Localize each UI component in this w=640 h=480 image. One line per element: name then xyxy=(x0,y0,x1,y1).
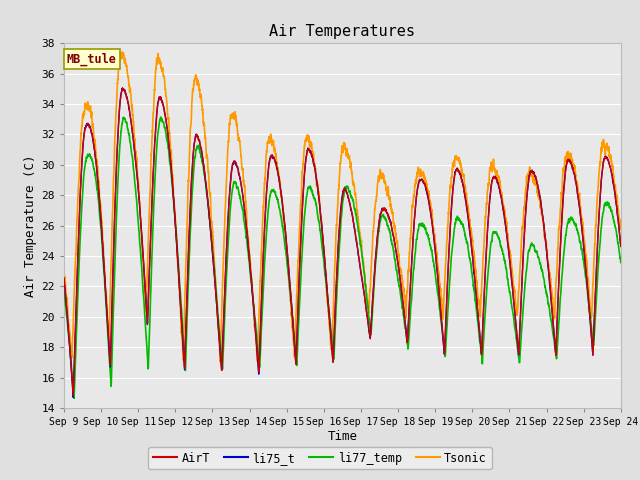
li77_temp xyxy=(161,123,168,129)
AirT xyxy=(436,305,444,311)
li77_temp xyxy=(468,267,476,273)
li77_temp xyxy=(436,314,444,320)
li75_t xyxy=(499,205,507,211)
li75_t xyxy=(468,244,476,250)
Tsonic xyxy=(161,74,168,80)
Tsonic xyxy=(119,49,127,55)
li75_t xyxy=(322,271,330,277)
Tsonic xyxy=(436,286,444,292)
AirT xyxy=(468,243,476,249)
Line: AirT: AirT xyxy=(64,88,621,396)
li75_t xyxy=(617,243,625,249)
Tsonic xyxy=(216,359,224,365)
AirT xyxy=(499,205,507,211)
li75_t xyxy=(616,239,624,244)
li75_t xyxy=(118,85,126,91)
AirT xyxy=(119,85,127,91)
li77_temp xyxy=(617,260,625,265)
li75_t xyxy=(161,108,168,114)
Line: li77_temp: li77_temp xyxy=(64,117,621,398)
Tsonic xyxy=(499,201,507,207)
X-axis label: Time: Time xyxy=(328,430,357,443)
li75_t xyxy=(69,395,77,400)
Line: Tsonic: Tsonic xyxy=(64,52,621,362)
li77_temp xyxy=(616,255,624,261)
Tsonic xyxy=(60,272,68,278)
Y-axis label: Air Temperature (C): Air Temperature (C) xyxy=(24,155,37,297)
Title: Air Temperatures: Air Temperatures xyxy=(269,24,415,39)
AirT xyxy=(617,244,625,250)
Text: MB_tule: MB_tule xyxy=(67,52,116,66)
Tsonic xyxy=(617,227,625,233)
li75_t xyxy=(60,276,68,282)
AirT xyxy=(161,108,168,113)
li77_temp xyxy=(70,396,78,401)
AirT xyxy=(616,237,624,242)
li75_t xyxy=(436,307,444,312)
Legend: AirT, li75_t, li77_temp, Tsonic: AirT, li75_t, li77_temp, Tsonic xyxy=(148,447,492,469)
AirT xyxy=(322,269,330,275)
Tsonic xyxy=(468,228,476,234)
li77_temp xyxy=(60,290,68,296)
Tsonic xyxy=(322,277,330,283)
AirT xyxy=(70,393,77,399)
li77_temp xyxy=(499,252,507,257)
Line: li75_t: li75_t xyxy=(64,88,621,397)
li77_temp xyxy=(322,277,330,283)
AirT xyxy=(60,275,68,281)
Tsonic xyxy=(616,223,624,228)
li77_temp xyxy=(157,114,164,120)
